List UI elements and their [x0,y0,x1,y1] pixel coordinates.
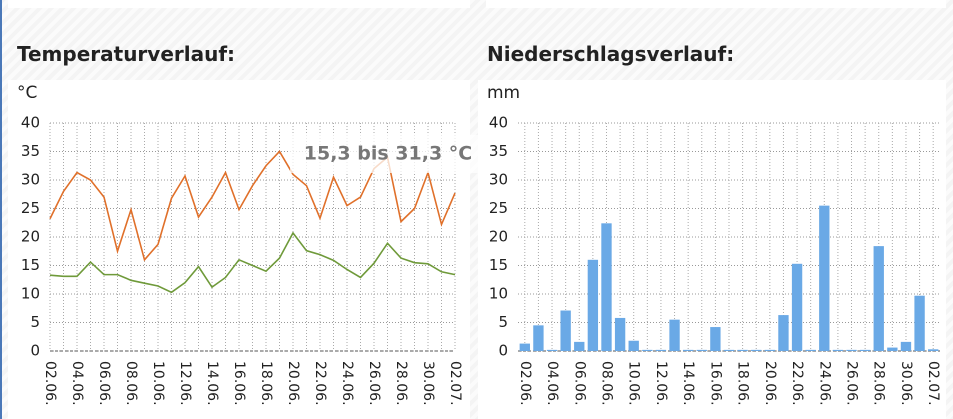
chart-title: Niederschlagsverlauf: [487,42,734,66]
x-tick-label: 22.06. [789,361,805,406]
x-tick-label: 20.06. [285,361,301,406]
bar [859,349,871,351]
x-tick-label: 14.06. [204,361,220,406]
bar [642,349,653,351]
y-tick-label: 0 [30,342,40,360]
bar [900,341,912,351]
x-tick-label: 18.06. [258,361,274,406]
x-tick-label: 04.06. [69,361,85,406]
panel-top [8,0,470,8]
bar [873,246,884,351]
x-tick-label: 10.06. [626,361,642,406]
x-tick-label: 28.06. [871,361,887,406]
bar [533,325,544,351]
y-tick-label: 30 [489,171,508,189]
x-tick-label: 18.06. [735,361,751,406]
x-tick-label: 30.06. [898,361,914,406]
bar [914,295,925,351]
y-tick-label: 5 [30,313,40,331]
bar [587,259,599,351]
x-tick-label: 16.06. [707,361,723,406]
tooltip-bg [290,135,480,173]
bar [887,347,898,351]
x-tick-label: 12.06. [653,361,669,406]
x-tick-label: 28.06. [393,361,409,406]
y-tick-label: 40 [21,114,40,132]
bar [819,205,830,351]
y-axis-label: mm [487,83,520,103]
y-tick-label: 20 [21,228,40,246]
x-tick-label: 06.06. [96,361,112,406]
bar [655,349,667,351]
y-tick-label: 30 [21,171,40,189]
bar [574,341,585,351]
tooltip: 15,3 bis 31,3 °C [304,143,472,165]
bar [710,327,721,351]
bar [519,343,530,351]
x-tick-label: 20.06. [762,361,778,406]
bar [614,317,626,351]
y-tick-label: 0 [498,342,508,360]
x-tick-label: 08.06. [598,361,614,406]
x-tick-label: 22.06. [312,361,328,406]
x-tick-label: 06.06. [571,361,587,406]
bar [832,349,844,351]
x-tick-label: 16.06. [231,361,247,406]
bar [791,263,803,351]
chart-title: Temperaturverlauf: [17,42,235,66]
bar [669,319,680,351]
x-tick-label: 14.06. [680,361,696,406]
bar [751,349,762,351]
bar [628,340,639,351]
x-tick-label: 02.06. [42,361,58,406]
line [49,231,456,294]
y-tick-label: 5 [498,313,508,331]
bar [723,349,735,351]
x-tick-label: 10.06. [150,361,166,406]
edge [0,0,2,419]
panel [478,80,946,419]
x-tick-label: 24.06. [816,361,832,406]
y-tick-label: 15 [21,256,40,274]
bar [846,349,857,351]
x-tick-label: 24.06. [339,361,355,406]
x-tick-label: 02.07. [925,361,941,406]
y-tick-label: 25 [489,199,508,217]
y-tick-label: 25 [21,199,40,217]
x-tick-label: 08.06. [123,361,139,406]
bar [737,349,748,351]
bar [560,310,571,351]
y-tick-label: 40 [489,114,508,132]
x-tick-label: 30.06. [420,361,436,406]
y-axis-label: °C [17,83,37,103]
bar [546,349,558,351]
x-tick-label: 26.06. [844,361,860,406]
y-tick-label: 35 [489,142,508,160]
y-tick-label: 15 [489,256,508,274]
y-tick-label: 10 [21,285,40,303]
bar [696,349,707,351]
y-tick-label: 10 [489,285,508,303]
panel-top [486,0,946,8]
y-tick-label: 20 [489,228,508,246]
x-tick-label: 04.06. [544,361,560,406]
bar [778,315,789,351]
bar [601,223,612,351]
y-tick-label: 35 [21,142,40,160]
bar [764,349,776,351]
x-tick-label: 26.06. [366,361,382,406]
bar [682,349,694,351]
bar [805,349,816,351]
bar [928,349,939,351]
x-tick-label: 12.06. [177,361,193,406]
x-tick-label: 02.06. [517,361,533,406]
x-tick-label: 02.07. [447,361,463,406]
